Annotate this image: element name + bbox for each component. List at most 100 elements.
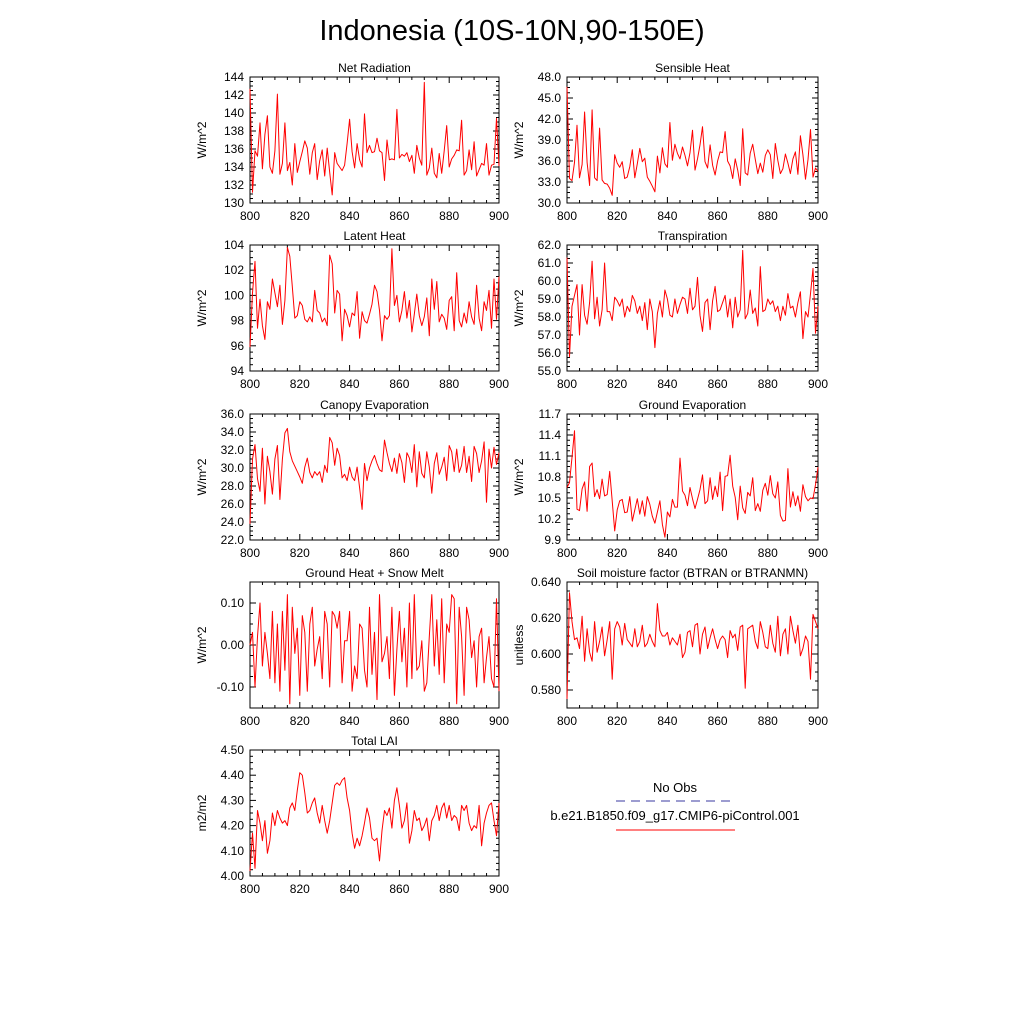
net-radiation-xtick-label: 860 xyxy=(389,209,409,223)
latent-heat-ytick-label: 100 xyxy=(224,288,244,302)
canopy-evaporation-ytick-label: 36.0 xyxy=(221,407,245,421)
transpiration-ytick-label: 61.0 xyxy=(538,256,562,270)
panel-transpiration: Transpiration W/m^2 800 820 840 860 880 900 55.0… xyxy=(512,229,828,391)
latent-heat-xtick-label: 900 xyxy=(489,377,509,391)
net-radiation-ytick-label: 138 xyxy=(224,124,244,138)
ground-heat-snow-melt-xtick-label: 860 xyxy=(389,714,409,728)
soil-moisture-factor-btran-or-btranmn-title: Soil moisture factor (BTRAN or BTRANMN) xyxy=(577,566,808,580)
canopy-evaporation-xtick-label: 860 xyxy=(389,546,409,560)
soil-moisture-factor-btran-or-btranmn-xtick-label: 900 xyxy=(808,714,828,728)
sensible-heat-xtick-label: 860 xyxy=(708,209,728,223)
ground-evaporation-plot-frame xyxy=(566,413,819,541)
latent-heat-ylabel: W/m^2 xyxy=(195,289,209,326)
canopy-evaporation-ytick-label: 34.0 xyxy=(221,425,245,439)
panel-total-lai: Total LAI m2/m2 800 820 840 860 880 900 4.00 4.10… xyxy=(195,734,509,896)
transpiration-xtick-label: 900 xyxy=(808,377,828,391)
sensible-heat-ytick-label: 48.0 xyxy=(538,70,562,84)
soil-moisture-factor-btran-or-btranmn-xtick-label: 800 xyxy=(557,714,577,728)
sensible-heat-series-line xyxy=(566,86,819,196)
sensible-heat-ytick-label: 30.0 xyxy=(538,196,562,210)
panels-container: Net Radiation W/m^2 800 820 840 860 880 900 130 1… xyxy=(195,61,828,896)
transpiration-xtick-label: 860 xyxy=(708,377,728,391)
total-lai-title: Total LAI xyxy=(351,734,398,748)
transpiration-series-line xyxy=(566,249,819,358)
transpiration-ylabel: W/m^2 xyxy=(512,289,526,326)
net-radiation-ytick-label: 140 xyxy=(224,106,244,120)
sensible-heat-plot-frame xyxy=(566,76,819,204)
net-radiation-xtick-label: 900 xyxy=(489,209,509,223)
net-radiation-ytick-label: 132 xyxy=(224,178,244,192)
transpiration-ytick-label: 55.0 xyxy=(538,364,562,378)
latent-heat-xtick-label: 840 xyxy=(340,377,360,391)
sensible-heat-ytick-label: 33.0 xyxy=(538,175,562,189)
ground-heat-snow-melt-xtick-label: 880 xyxy=(439,714,459,728)
ground-heat-snow-melt-title: Ground Heat + Snow Melt xyxy=(305,566,444,580)
net-radiation-ytick-label: 144 xyxy=(224,70,244,84)
ground-evaporation-xtick-label: 840 xyxy=(657,546,677,560)
latent-heat-ytick-label: 104 xyxy=(224,238,244,252)
total-lai-xtick-label: 860 xyxy=(389,882,409,896)
transpiration-xtick-label: 800 xyxy=(557,377,577,391)
total-lai-ytick-label: 4.30 xyxy=(221,793,245,807)
ground-heat-snow-melt-ytick-label: -0.10 xyxy=(217,680,245,694)
panel-net-radiation: Net Radiation W/m^2 800 820 840 860 880 900 130 1… xyxy=(195,61,509,223)
latent-heat-xtick-label: 860 xyxy=(389,377,409,391)
panel-ground-heat-snow-melt: Ground Heat + Snow Melt W/m^2 800 820 840 860… xyxy=(195,566,509,728)
transpiration-xtick-label: 820 xyxy=(607,377,627,391)
total-lai-xtick-label: 840 xyxy=(340,882,360,896)
panel-sensible-heat: Sensible Heat W/m^2 800 820 840 860 880 900 30.0… xyxy=(512,61,828,223)
ground-evaporation-xtick-label: 820 xyxy=(607,546,627,560)
soil-moisture-factor-btran-or-btranmn-ylabel: unitless xyxy=(512,625,526,666)
ground-evaporation-ytick-label: 11.7 xyxy=(539,407,562,421)
panel-soil-moisture-factor-btran-or-btranmn: Soil moisture factor (BTRAN or BTRANMN) u… xyxy=(512,566,828,728)
ground-evaporation-ytick-label: 10.8 xyxy=(538,470,562,484)
latent-heat-title: Latent Heat xyxy=(343,229,406,243)
soil-moisture-factor-btran-or-btranmn-ytick-label: 0.640 xyxy=(531,575,561,589)
legend-obs-label: No Obs xyxy=(653,780,698,795)
latent-heat-ytick-label: 94 xyxy=(231,364,245,378)
canopy-evaporation-title: Canopy Evaporation xyxy=(320,398,429,412)
canopy-evaporation-plot-frame xyxy=(249,413,500,541)
total-lai-ytick-label: 4.50 xyxy=(221,743,245,757)
latent-heat-ytick-label: 102 xyxy=(224,263,244,277)
canopy-evaporation-xtick-label: 840 xyxy=(340,546,360,560)
total-lai-ytick-label: 4.10 xyxy=(221,844,245,858)
total-lai-xtick-label: 800 xyxy=(240,882,260,896)
net-radiation-plot-frame xyxy=(249,76,500,204)
ground-evaporation-ytick-label: 9.9 xyxy=(544,533,561,547)
latent-heat-xtick-label: 800 xyxy=(240,377,260,391)
legend-case-label: b.e21.B1850.f09_g17.CMIP6-piControl.001 xyxy=(550,808,799,823)
canopy-evaporation-ytick-label: 22.0 xyxy=(221,533,245,547)
soil-moisture-factor-btran-or-btranmn-ytick-label: 0.600 xyxy=(531,647,561,661)
total-lai-ylabel: m2/m2 xyxy=(195,794,209,831)
latent-heat-ytick-label: 98 xyxy=(231,314,245,328)
transpiration-xtick-label: 840 xyxy=(657,377,677,391)
canopy-evaporation-ytick-label: 24.0 xyxy=(221,515,245,529)
canopy-evaporation-ytick-label: 28.0 xyxy=(221,479,245,493)
sensible-heat-ytick-label: 45.0 xyxy=(538,91,562,105)
transpiration-title: Transpiration xyxy=(658,229,728,243)
ground-heat-snow-melt-series-line xyxy=(249,594,500,705)
latent-heat-xtick-label: 880 xyxy=(439,377,459,391)
soil-moisture-factor-btran-or-btranmn-ytick-label: 0.620 xyxy=(531,611,561,625)
total-lai-ytick-label: 4.00 xyxy=(221,869,245,883)
sensible-heat-xtick-label: 800 xyxy=(557,209,577,223)
transpiration-ytick-label: 59.0 xyxy=(538,292,562,306)
total-lai-xtick-label: 880 xyxy=(439,882,459,896)
ground-heat-snow-melt-ytick-label: 0.00 xyxy=(221,638,245,652)
canopy-evaporation-ytick-label: 30.0 xyxy=(221,461,245,475)
ground-evaporation-xtick-label: 880 xyxy=(758,546,778,560)
ground-evaporation-xtick-label: 860 xyxy=(708,546,728,560)
panel-latent-heat: Latent Heat W/m^2 800 820 840 860 880 900 94 96 98… xyxy=(195,229,509,391)
sensible-heat-xtick-label: 880 xyxy=(758,209,778,223)
panel-ground-evaporation: Ground Evaporation W/m^2 800 820 840 860 880 90… xyxy=(512,398,828,560)
net-radiation-xtick-label: 840 xyxy=(340,209,360,223)
ground-heat-snow-melt-xtick-label: 840 xyxy=(340,714,360,728)
canopy-evaporation-ytick-label: 26.0 xyxy=(221,497,245,511)
total-lai-xtick-label: 900 xyxy=(489,882,509,896)
sensible-heat-ytick-label: 42.0 xyxy=(538,112,562,126)
sensible-heat-xtick-label: 820 xyxy=(607,209,627,223)
soil-moisture-factor-btran-or-btranmn-xtick-label: 840 xyxy=(657,714,677,728)
net-radiation-ytick-label: 136 xyxy=(224,142,244,156)
